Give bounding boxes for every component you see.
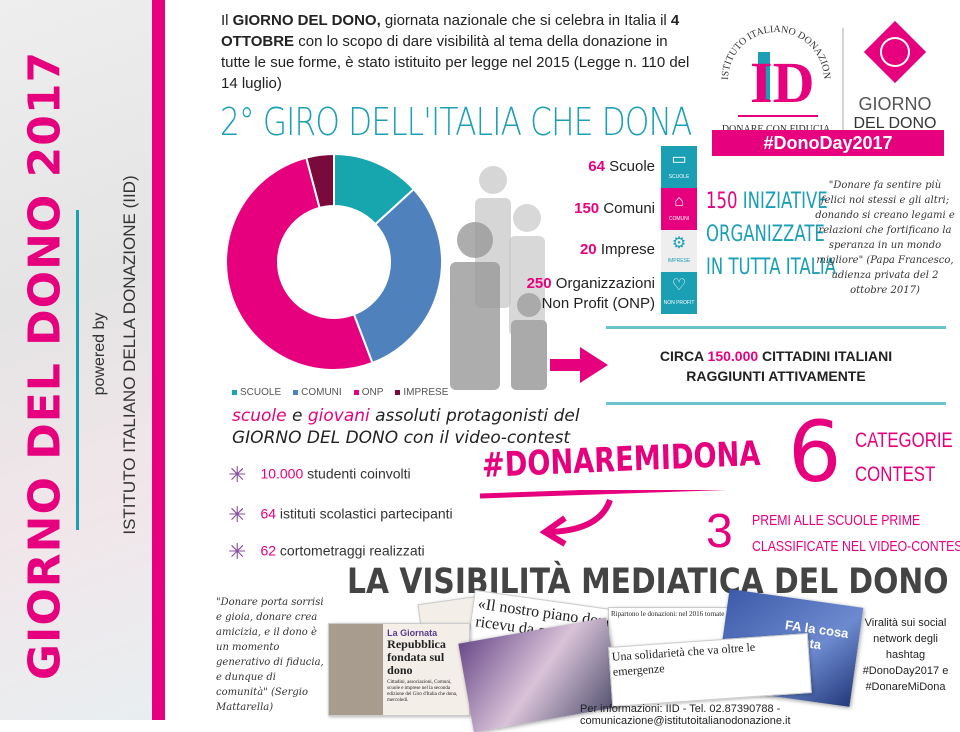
iid-logo: ISTITUTO ITALIANO DONAZIONE ID DONARE CO… <box>708 10 937 135</box>
mattarella-quote: "Donare porta sorrisi e gioia, donare cr… <box>216 597 324 713</box>
donut-slice-comuni <box>352 187 443 365</box>
donut-chart <box>225 152 443 371</box>
people-icon <box>450 166 547 390</box>
legend-swatch <box>353 389 359 395</box>
bullet-cortometraggi: ✳ 62 cortometraggi realizzati <box>228 539 425 564</box>
gears-icon: ⚙ IMPRESE <box>661 230 697 272</box>
sidebar-org: ISTITUTO ITALIANO DELLA DONAZIONE (IID) <box>120 175 139 535</box>
asterisk-icon: ✳ <box>228 502 247 527</box>
svg-text:DEL DONO: DEL DONO <box>854 115 937 132</box>
asterisk-icon: ✳ <box>228 462 247 487</box>
legend-item-imprese: IMPRESE <box>395 387 448 398</box>
donoday-hashtag: #DonoDay2017 <box>712 130 944 156</box>
book-icon: ▭ SCUOLE <box>661 146 697 188</box>
arrow-right-icon <box>550 347 608 383</box>
powered-by: powered by <box>91 312 108 396</box>
legend-item-onp: ONP <box>353 387 383 398</box>
footer-contact: Per informazioni: IID - Tel. 02.87390788… <box>580 703 791 727</box>
legend-item-comuni: COMUNI <box>293 387 342 398</box>
stat-comuni: 150 Comuni <box>574 200 655 217</box>
pink-divider <box>152 0 165 720</box>
sidebar-rule <box>76 210 79 530</box>
svg-text:GIORNO: GIORNO <box>858 94 931 114</box>
legend-swatch <box>395 389 401 395</box>
curved-arrow-icon <box>479 490 727 547</box>
premi-label: PREMI ALLE SCUOLE PRIME CLASSIFICATE NEL … <box>752 512 960 555</box>
protagonisti-text: scuole e giovani assoluti protagonisti d… <box>232 406 580 448</box>
iniziative-text: 150 INIZIATIVE ORGANIZZATE IN TUTTA ITALIA <box>706 189 837 280</box>
papa-quote: "Donare fa sentire più felici noi stessi… <box>815 180 955 296</box>
categorie-count: 6 <box>788 403 842 501</box>
premi-count: 3 <box>706 505 733 558</box>
donut-slice-onp <box>225 156 374 371</box>
giro-title: 2° GIRO DELL'ITALIA CHE DONA <box>220 100 692 144</box>
visibilita-title: LA VISIBILITÀ MEDIATICA DEL DONO <box>347 562 949 602</box>
divider-top <box>606 326 946 329</box>
intro-text: Il GIORNO DEL DONO, giornata nazionale c… <box>221 12 690 92</box>
legend-swatch <box>293 389 299 395</box>
stat-scuole: 64 Scuole <box>588 158 655 175</box>
svg-text:DONARE CON FIDUCIA: DONARE CON FIDUCIA <box>722 124 831 135</box>
legend-swatch <box>232 389 237 395</box>
legend-item-scuole: SCUOLE <box>232 387 281 398</box>
sidebar-title: GIORNO DEL DONO 2017 <box>19 50 71 681</box>
stat-onp: 250 Organizzazioni Non Profit (ONP) <box>526 275 655 312</box>
bullet-studenti: ✳ 10.000 studenti coinvolti <box>228 462 411 487</box>
donut-slice-imprese <box>305 152 335 210</box>
clipping-repubblica: La Giornata Repubblica fondata sul dono Ci… <box>328 623 470 716</box>
heart-icon: ♡ NON PROFIT <box>661 272 697 314</box>
chart-legend: SCUOLE COMUNI ONP IMPRESE <box>232 387 448 398</box>
cittadini-text: CIRCA 150.000 CITTADINI ITALIANI RAGGIUNT… <box>659 348 893 384</box>
bullet-istituti: ✳ 64 istituti scolastici partecipanti <box>228 502 453 527</box>
categorie-label: CATEGORIE CONTEST <box>855 429 953 486</box>
viralita-text: Viralità sui social network degli hashta… <box>862 617 949 693</box>
divider-bottom <box>606 402 946 405</box>
asterisk-icon: ✳ <box>228 539 247 564</box>
stat-imprese: 20 Imprese <box>579 241 655 258</box>
townhall-icon: ⌂ COMUNI <box>661 188 697 230</box>
svg-text:ID: ID <box>750 50 814 115</box>
